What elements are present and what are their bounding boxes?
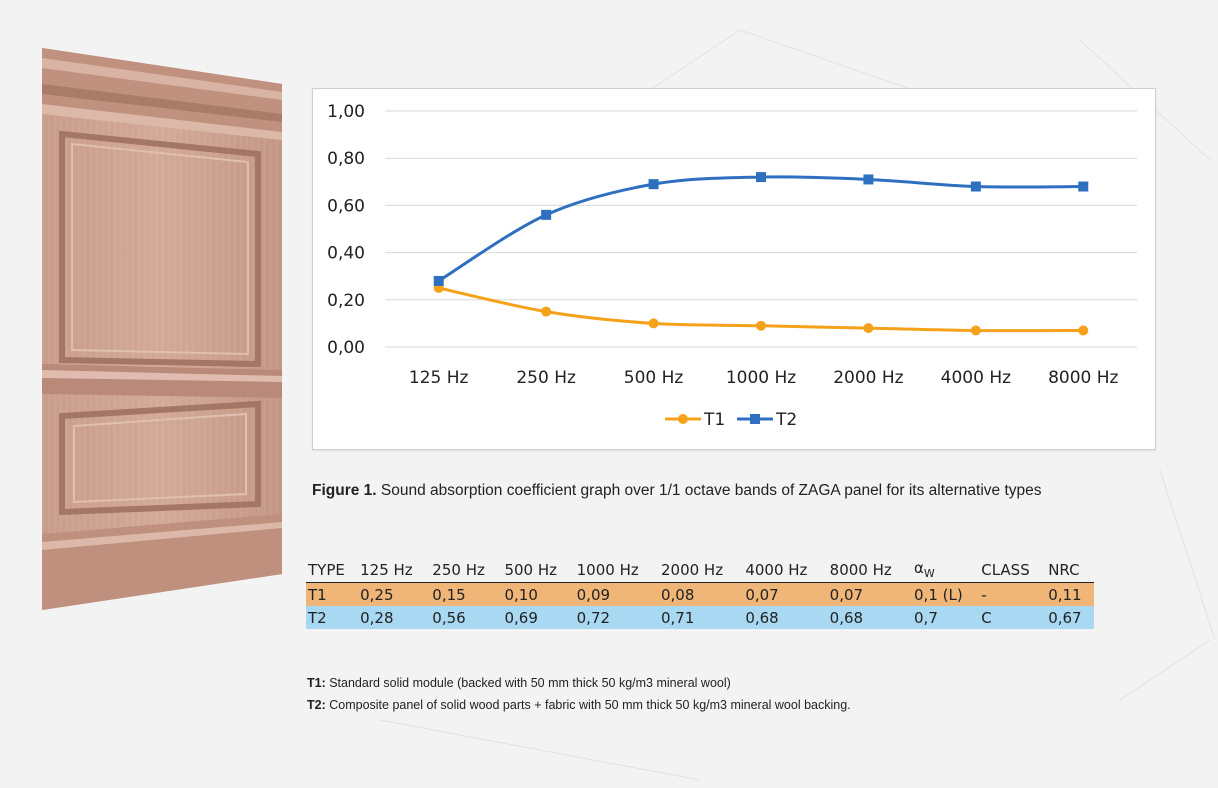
gridlines [385, 110, 1137, 348]
legend: T1 T2 [665, 410, 797, 430]
table-row: T2 0,28 0,56 0,69 0,72 0,71 0,68 0,68 0,… [306, 606, 1094, 629]
header-500: 500 Hz [502, 557, 575, 583]
data-point-t2 [1078, 181, 1089, 192]
x-axis-ticks: 125 Hz 250 Hz 500 Hz 1000 Hz 2000 Hz 4000 Hz 8… [409, 368, 1119, 388]
legend-marker-t1 [678, 414, 688, 424]
x-tick-label: 2000 Hz [833, 368, 903, 388]
header-2000: 2000 Hz [658, 557, 744, 583]
table-cell: 0,15 [430, 582, 503, 606]
table-cell: 0,25 [358, 582, 431, 606]
note-label: T2: [307, 698, 326, 712]
figure-caption: Figure 1. Sound absorption coefficient g… [312, 482, 1042, 500]
data-point-t1 [541, 306, 552, 317]
legend-marker-t2 [750, 414, 760, 424]
data-point-t2 [541, 209, 552, 220]
y-tick-label: 0,60 [327, 196, 365, 216]
header-125: 125 Hz [358, 557, 431, 583]
note-text: Standard solid module (backed with 50 mm… [325, 676, 731, 690]
data-point-t2 [433, 275, 444, 286]
y-axis-ticks: 0,00 0,20 0,40 0,60 0,80 1,00 [327, 102, 365, 358]
series-layer [433, 172, 1089, 336]
x-tick-label: 250 Hz [516, 368, 576, 388]
table-cell: 0,1 (L) [912, 582, 980, 606]
y-tick-label: 0,20 [327, 291, 365, 311]
chart-frame: 0,00 0,20 0,40 0,60 0,80 1,00 125 Hz 250 Hz 500… [312, 88, 1156, 450]
header-4000: 4000 Hz [743, 557, 828, 583]
y-tick-label: 0,00 [327, 338, 365, 358]
data-point-t1 [756, 320, 766, 331]
table-header-row: TYPE 125 Hz 250 Hz 500 Hz 1000 Hz 2000 H… [306, 557, 1094, 583]
table-cell: 0,67 [1046, 606, 1094, 629]
table-cell: 0,09 [574, 582, 659, 606]
table-cell: 0,72 [574, 606, 659, 629]
x-tick-label: 8000 Hz [1048, 368, 1118, 388]
table-cell: 0,10 [502, 582, 575, 606]
data-point-t2 [648, 179, 659, 190]
data-point-t1 [648, 318, 659, 329]
y-tick-label: 1,00 [327, 102, 365, 122]
table-cell: 0,68 [827, 606, 913, 629]
note-text: Composite panel of solid wood parts + fa… [325, 698, 851, 712]
table-cell: 0,68 [743, 606, 828, 629]
header-250: 250 Hz [430, 557, 503, 583]
alpha-symbol: α [914, 559, 924, 577]
table-cell: 0,07 [743, 582, 828, 606]
data-point-t2 [863, 174, 874, 185]
y-tick-label: 0,40 [327, 244, 365, 264]
caption-label: Figure 1. [312, 482, 377, 499]
y-tick-label: 0,80 [327, 149, 365, 169]
data-point-t1 [970, 325, 981, 336]
legend-label-t1: T1 [703, 410, 725, 430]
table-row: T1 0,25 0,15 0,10 0,09 0,08 0,07 0,07 0,… [306, 582, 1094, 606]
caption-text: Sound absorption coefficient graph over … [376, 482, 1042, 499]
x-tick-label: 4000 Hz [941, 368, 1011, 388]
legend-label-t2: T2 [775, 410, 797, 430]
wood-panel-image [42, 48, 282, 610]
series-line-t2 [437, 175, 1084, 283]
note-t2: T2: Composite panel of solid wood parts … [307, 698, 851, 712]
alpha-subscript: W [923, 567, 935, 580]
x-tick-label: 1000 Hz [726, 368, 796, 388]
table-cell: 0,07 [827, 582, 913, 606]
data-point-t2 [756, 172, 766, 183]
note-t1: T1: Standard solid module (backed with 5… [307, 676, 731, 690]
table-cell: C [979, 606, 1047, 629]
header-type: TYPE [306, 557, 359, 583]
absorption-table: TYPE 125 Hz 250 Hz 500 Hz 1000 Hz 2000 H… [306, 557, 1094, 629]
header-alpha-w: αW [912, 557, 980, 583]
table-cell: T2 [306, 606, 359, 629]
header-1000: 1000 Hz [574, 557, 659, 583]
table-cell: 0,11 [1046, 582, 1094, 606]
table-cell: 0,71 [658, 606, 744, 629]
data-point-t1 [863, 323, 874, 334]
note-label: T1: [307, 676, 326, 690]
table-cell: - [979, 582, 1047, 606]
table-cell: 0,7 [912, 606, 980, 629]
x-tick-label: 500 Hz [624, 368, 684, 388]
data-point-t1 [1078, 325, 1089, 336]
header-nrc: NRC [1046, 557, 1094, 583]
data-point-t2 [970, 181, 981, 192]
table-cell: 0,69 [502, 606, 575, 629]
header-class: CLASS [979, 557, 1047, 583]
x-tick-label: 125 Hz [409, 368, 469, 388]
table-cell: T1 [306, 582, 359, 606]
table-cell: 0,56 [430, 606, 503, 629]
table-cell: 0,08 [658, 582, 744, 606]
line-chart: 0,00 0,20 0,40 0,60 0,80 1,00 125 Hz 250 Hz 500… [327, 102, 1137, 430]
table-cell: 0,28 [358, 606, 431, 629]
header-8000: 8000 Hz [827, 557, 913, 583]
